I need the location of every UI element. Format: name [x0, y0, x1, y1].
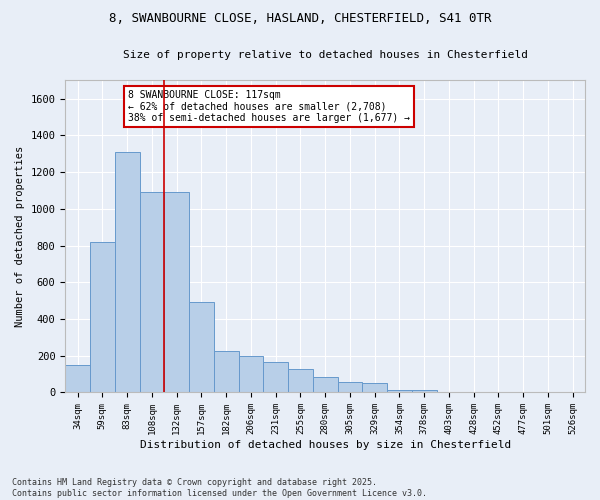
Bar	[412, 390, 437, 392]
Bar	[263, 362, 288, 392]
Bar	[214, 351, 239, 393]
Text: 8, SWANBOURNE CLOSE, HASLAND, CHESTERFIELD, S41 0TR: 8, SWANBOURNE CLOSE, HASLAND, CHESTERFIE…	[109, 12, 491, 26]
Bar	[387, 390, 412, 392]
Text: 8 SWANBOURNE CLOSE: 117sqm
← 62% of detached houses are smaller (2,708)
38% of s: 8 SWANBOURNE CLOSE: 117sqm ← 62% of deta…	[128, 90, 410, 123]
Bar	[189, 302, 214, 392]
Bar	[288, 368, 313, 392]
Bar	[239, 356, 263, 393]
Bar	[115, 152, 140, 392]
Title: Size of property relative to detached houses in Chesterfield: Size of property relative to detached ho…	[122, 50, 527, 60]
Bar	[313, 377, 338, 392]
Bar	[164, 192, 189, 392]
Bar	[90, 242, 115, 392]
X-axis label: Distribution of detached houses by size in Chesterfield: Distribution of detached houses by size …	[140, 440, 511, 450]
Bar	[338, 382, 362, 392]
Bar	[140, 192, 164, 392]
Text: Contains HM Land Registry data © Crown copyright and database right 2025.
Contai: Contains HM Land Registry data © Crown c…	[12, 478, 427, 498]
Y-axis label: Number of detached properties: Number of detached properties	[15, 146, 25, 327]
Bar	[65, 365, 90, 392]
Bar	[362, 384, 387, 392]
